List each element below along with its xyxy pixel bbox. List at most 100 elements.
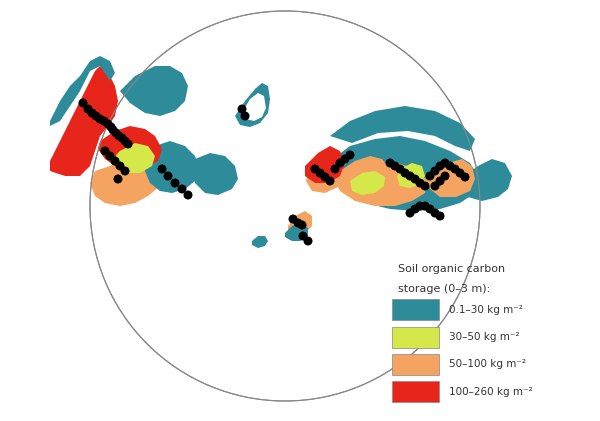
Circle shape	[461, 173, 470, 181]
Circle shape	[170, 179, 179, 187]
Circle shape	[410, 174, 419, 184]
Circle shape	[115, 131, 124, 141]
Circle shape	[436, 211, 445, 221]
FancyBboxPatch shape	[392, 381, 439, 402]
FancyBboxPatch shape	[392, 327, 439, 348]
Polygon shape	[90, 151, 170, 206]
Circle shape	[410, 205, 419, 213]
Circle shape	[106, 152, 115, 160]
Polygon shape	[120, 66, 188, 116]
Circle shape	[100, 117, 109, 125]
Circle shape	[436, 176, 445, 186]
Polygon shape	[330, 136, 480, 211]
Text: Soil organic carbon: Soil organic carbon	[398, 264, 505, 274]
Polygon shape	[350, 171, 385, 195]
Text: 30–50 kg m⁻²: 30–50 kg m⁻²	[449, 332, 520, 342]
Circle shape	[124, 139, 133, 149]
Circle shape	[104, 120, 113, 128]
Polygon shape	[243, 93, 266, 121]
Circle shape	[110, 157, 119, 165]
Circle shape	[436, 162, 445, 171]
Polygon shape	[306, 159, 345, 193]
Circle shape	[316, 168, 325, 178]
Circle shape	[401, 168, 409, 178]
Circle shape	[431, 208, 439, 218]
Polygon shape	[427, 159, 475, 197]
Circle shape	[406, 171, 415, 181]
Circle shape	[440, 171, 449, 181]
Polygon shape	[50, 66, 118, 176]
Circle shape	[157, 165, 167, 173]
Circle shape	[415, 179, 425, 187]
Circle shape	[386, 158, 395, 168]
Polygon shape	[305, 146, 345, 183]
Circle shape	[88, 109, 97, 117]
Circle shape	[289, 215, 298, 224]
Circle shape	[421, 202, 430, 210]
Circle shape	[178, 184, 187, 194]
Circle shape	[121, 166, 130, 176]
Circle shape	[425, 205, 434, 213]
Circle shape	[293, 218, 302, 227]
Circle shape	[241, 112, 250, 120]
Circle shape	[431, 166, 439, 176]
Polygon shape	[285, 223, 308, 241]
Polygon shape	[98, 126, 162, 169]
Circle shape	[238, 104, 247, 114]
Text: 0.1–30 kg m⁻²: 0.1–30 kg m⁻²	[449, 305, 523, 315]
Circle shape	[112, 128, 121, 138]
Text: storage (0–3 m):: storage (0–3 m):	[398, 284, 490, 294]
Circle shape	[299, 232, 308, 240]
Circle shape	[421, 181, 430, 190]
Circle shape	[445, 162, 455, 171]
Text: 50–100 kg m⁻²: 50–100 kg m⁻²	[449, 360, 526, 369]
Circle shape	[431, 181, 439, 190]
Polygon shape	[116, 143, 155, 173]
Polygon shape	[235, 83, 270, 127]
Circle shape	[406, 208, 415, 218]
Circle shape	[415, 202, 425, 210]
Circle shape	[425, 171, 434, 181]
Circle shape	[118, 133, 127, 142]
Circle shape	[395, 165, 404, 173]
FancyBboxPatch shape	[392, 354, 439, 375]
Circle shape	[163, 171, 173, 181]
FancyBboxPatch shape	[392, 299, 439, 320]
Polygon shape	[145, 141, 200, 193]
Circle shape	[107, 123, 115, 131]
Circle shape	[335, 158, 344, 168]
Circle shape	[101, 147, 110, 155]
Circle shape	[115, 162, 125, 171]
Polygon shape	[338, 156, 390, 193]
Circle shape	[455, 168, 464, 178]
Circle shape	[95, 115, 104, 123]
Circle shape	[346, 150, 355, 160]
Polygon shape	[252, 236, 268, 248]
Polygon shape	[330, 106, 475, 151]
Polygon shape	[288, 211, 312, 235]
Circle shape	[90, 11, 480, 401]
Circle shape	[298, 221, 307, 229]
Circle shape	[109, 125, 118, 134]
Circle shape	[91, 112, 101, 120]
Circle shape	[79, 99, 88, 107]
Circle shape	[325, 176, 335, 186]
Polygon shape	[192, 153, 238, 195]
Circle shape	[83, 104, 92, 114]
Polygon shape	[50, 56, 115, 126]
Circle shape	[391, 162, 400, 171]
Circle shape	[451, 165, 460, 173]
Text: 100–260 kg m⁻²: 100–260 kg m⁻²	[449, 387, 533, 397]
Circle shape	[184, 190, 193, 200]
Circle shape	[440, 158, 449, 168]
Circle shape	[304, 237, 313, 245]
Circle shape	[341, 155, 349, 163]
Circle shape	[331, 165, 340, 173]
Polygon shape	[335, 163, 428, 206]
Circle shape	[311, 165, 320, 173]
Circle shape	[113, 174, 122, 184]
Circle shape	[121, 136, 130, 146]
Circle shape	[320, 173, 329, 181]
Polygon shape	[458, 159, 512, 201]
Polygon shape	[397, 163, 425, 188]
